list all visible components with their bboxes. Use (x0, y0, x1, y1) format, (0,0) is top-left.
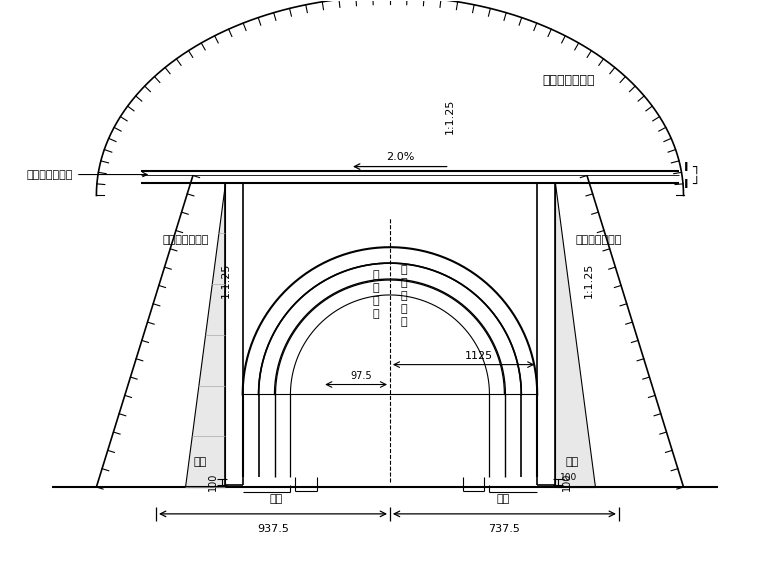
Text: 1:1.25: 1:1.25 (584, 262, 594, 298)
Text: 2.0%: 2.0% (386, 152, 414, 162)
Text: 隧: 隧 (372, 270, 379, 280)
Text: 737.5: 737.5 (489, 524, 521, 534)
Text: 三维网喷播植草: 三维网喷播植草 (163, 235, 209, 245)
Text: 档块: 档块 (270, 494, 283, 504)
Text: 道: 道 (372, 283, 379, 293)
Text: 引入截水沟排走: 引入截水沟排走 (27, 169, 147, 180)
Text: 车: 车 (401, 278, 407, 288)
Polygon shape (555, 182, 595, 487)
Text: 1125: 1125 (464, 351, 492, 361)
Text: 道: 道 (401, 291, 407, 301)
Text: 1:1.25: 1:1.25 (220, 262, 231, 298)
Text: 填土: 填土 (565, 457, 578, 467)
Text: I: I (683, 178, 688, 191)
Text: 行: 行 (401, 265, 407, 275)
Text: 填土: 填土 (193, 457, 207, 467)
Polygon shape (185, 182, 225, 487)
Text: ┐: ┐ (692, 161, 700, 174)
Text: I: I (683, 161, 688, 174)
Text: 档块: 档块 (497, 494, 510, 504)
Text: 97.5: 97.5 (350, 370, 372, 381)
Text: 1:1.25: 1:1.25 (445, 98, 454, 133)
Text: 937.5: 937.5 (257, 524, 289, 534)
Text: 三维网喷播植草: 三维网喷播植草 (576, 235, 622, 245)
Text: ┘: ┘ (692, 178, 700, 191)
Text: 100: 100 (560, 473, 578, 482)
Text: 三维网喷播植草: 三维网喷播植草 (543, 75, 595, 88)
Text: 中: 中 (372, 296, 379, 306)
Text: 100: 100 (562, 473, 572, 491)
Text: 线: 线 (372, 309, 379, 319)
Text: 中: 中 (401, 304, 407, 314)
Text: 线: 线 (401, 317, 407, 327)
Text: 100: 100 (207, 473, 218, 491)
